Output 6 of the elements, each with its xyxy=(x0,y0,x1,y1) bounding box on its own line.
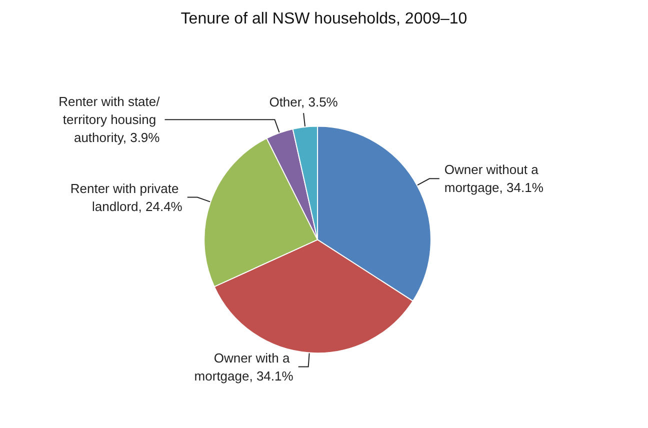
slice-label: Renter with state/territory housing authority, 3.9% xyxy=(58,94,160,146)
slice-label: Owner without a mortgage, 34.1% xyxy=(444,162,544,196)
slice-label: Owner with a mortgage, 34.1% xyxy=(194,350,294,384)
chart-title: Tenure of all NSW households, 2009–10 xyxy=(180,10,468,28)
slice-label: Other, 3.5% xyxy=(269,94,338,110)
slice-label: Renter with private landlord, 24.4% xyxy=(70,180,183,214)
